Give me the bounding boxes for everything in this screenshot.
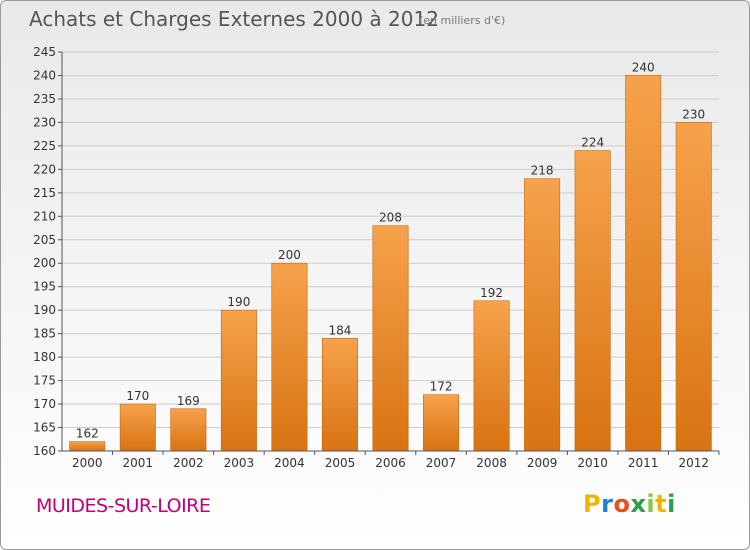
bar-2011 — [625, 75, 662, 452]
y-tick-label: 210 — [33, 209, 56, 223]
x-tick-label-2006: 2006 — [375, 456, 406, 470]
x-tick-label-2002: 2002 — [173, 456, 204, 470]
bar-2006 — [372, 225, 409, 452]
y-tick-label: 185 — [33, 327, 56, 341]
data-labels: 162 170 169 190 200 184 208 172 192 218 224 240 230 — [76, 60, 705, 440]
data-label-2009: 218 — [531, 164, 554, 178]
x-tick-label-2001: 2001 — [123, 456, 154, 470]
axes: 160 165 170 175 180 185 190 195 200 205 210 215 220 2… — [33, 45, 720, 470]
x-tick-label-2007: 2007 — [426, 456, 457, 470]
y-tick-label: 175 — [33, 374, 56, 388]
y-tick-label: 170 — [33, 397, 56, 411]
data-label-2002: 169 — [177, 394, 200, 408]
x-tick-label-2005: 2005 — [325, 456, 356, 470]
bars — [69, 75, 712, 452]
bar-2010 — [574, 150, 611, 452]
y-tick-label: 190 — [33, 303, 56, 317]
proxiti-logo: Proxiti — [583, 490, 676, 518]
x-tick-label-2008: 2008 — [476, 456, 507, 470]
chart-subtitle: (en milliers d'€) — [419, 14, 506, 27]
data-label-2000: 162 — [76, 427, 99, 441]
y-tick-label: 220 — [33, 162, 56, 176]
bar-2003 — [220, 309, 257, 452]
bar-2005 — [321, 338, 358, 452]
data-label-2003: 190 — [227, 295, 250, 309]
x-tick-label-2012: 2012 — [678, 456, 709, 470]
y-tick-label: 165 — [33, 421, 56, 435]
y-tick-label: 200 — [33, 256, 56, 270]
data-label-2005: 184 — [329, 323, 352, 337]
data-label-2004: 200 — [278, 248, 301, 262]
y-tick-label: 240 — [33, 68, 56, 82]
bar-2000 — [69, 441, 106, 452]
y-tick-label: 245 — [33, 45, 56, 59]
bar-2001 — [119, 403, 156, 452]
bar-2009 — [524, 178, 561, 452]
data-label-2007: 172 — [430, 380, 453, 394]
data-label-2001: 170 — [126, 389, 149, 403]
data-label-2011: 240 — [632, 60, 655, 74]
y-tick-label: 160 — [33, 444, 56, 458]
city-name: MUIDES-SUR-LOIRE — [36, 495, 211, 517]
x-tick-label-2010: 2010 — [577, 456, 608, 470]
bar-2002 — [170, 408, 207, 452]
y-tick-label: 225 — [33, 139, 56, 153]
bar-2012 — [675, 122, 712, 452]
y-tick-label: 205 — [33, 233, 56, 247]
data-label-2006: 208 — [379, 211, 402, 225]
data-label-2012: 230 — [682, 107, 705, 121]
y-tick-label: 235 — [33, 92, 56, 106]
chart-title: Achats et Charges Externes 2000 à 2012 — [29, 7, 439, 31]
y-tick-label: 230 — [33, 115, 56, 129]
x-tick-label-2000: 2000 — [72, 456, 103, 470]
y-tick-label: 195 — [33, 280, 56, 294]
x-tick-label-2011: 2011 — [628, 456, 659, 470]
x-tick-label-2009: 2009 — [527, 456, 558, 470]
bar-2008 — [473, 300, 510, 452]
bar-2004 — [271, 262, 308, 452]
data-label-2008: 192 — [480, 286, 503, 300]
x-tick-label-2003: 2003 — [224, 456, 255, 470]
data-label-2010: 224 — [581, 136, 604, 150]
y-tick-label: 215 — [33, 186, 56, 200]
bar-2007 — [423, 394, 460, 452]
y-tick-label: 180 — [33, 350, 56, 364]
x-tick-label-2004: 2004 — [274, 456, 305, 470]
